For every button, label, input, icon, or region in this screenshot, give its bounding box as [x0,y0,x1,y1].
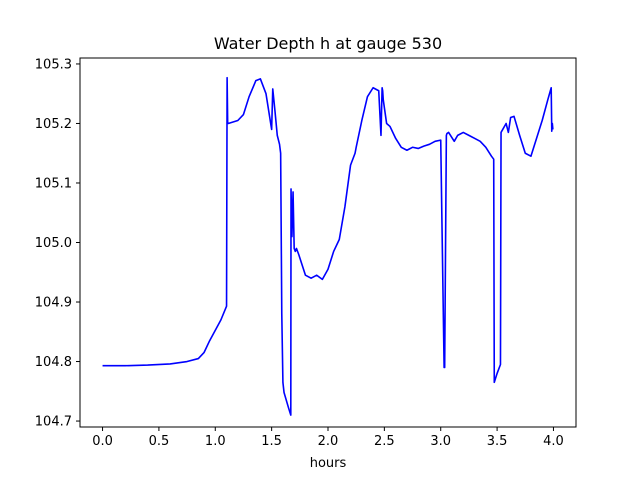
y-tick-label: 105.2 [35,117,72,132]
x-tick-label: 2.0 [318,434,339,449]
chart-title: Water Depth h at gauge 530 [214,34,442,53]
x-axis-label: hours [310,456,347,471]
ticks-layer: 0.0 0.5 1.0 1.5 2.0 2.5 3.0 3.5 4.0 104.7 104.8 104… [35,57,564,449]
y-tick-label: 104.9 [35,296,72,311]
x-tick-label: 0.0 [92,434,113,449]
y-tick-label: 104.8 [35,355,72,370]
y-tick-label: 104.7 [35,415,72,430]
y-tick-label: 105.1 [35,176,72,191]
series-line-0 [102,76,554,416]
x-tick-label: 3.0 [430,434,451,449]
x-tick-label: 3.5 [487,434,508,449]
x-tick-label: 1.5 [261,434,282,449]
x-tick-label: 2.5 [374,434,395,449]
x-tick-label: 0.5 [149,434,170,449]
y-tick-label: 105.3 [35,57,72,72]
series-layer [102,76,554,416]
x-tick-label: 1.0 [205,434,226,449]
y-tick-label: 105.0 [35,236,72,251]
x-tick-label: 4.0 [543,434,564,449]
